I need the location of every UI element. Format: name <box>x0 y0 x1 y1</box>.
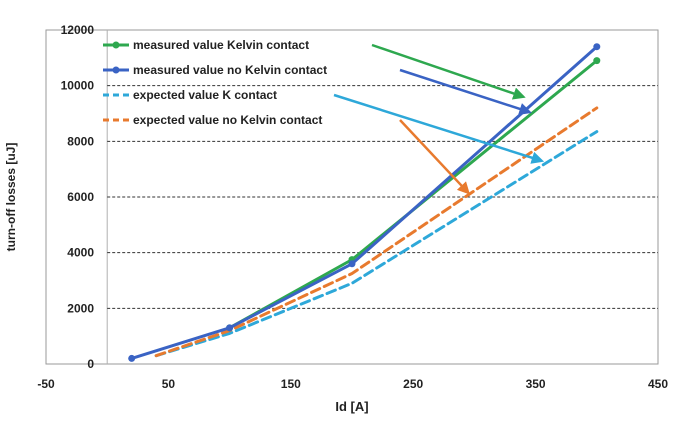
y-tick-label: 4000 <box>67 246 94 260</box>
legend: measured value Kelvin contact measured va… <box>103 38 327 127</box>
x-tick-label: 150 <box>281 377 301 391</box>
grid-layer <box>107 85 658 309</box>
y-tick-label: 12000 <box>61 23 95 37</box>
data-point <box>128 354 136 362</box>
series-layer <box>128 43 601 362</box>
y-tick-label: 6000 <box>67 190 94 204</box>
y-tick-label: 2000 <box>67 301 94 315</box>
x-tick-label: 250 <box>403 377 423 391</box>
legend-label: expected value no Kelvin contact <box>133 113 322 127</box>
legend-marker <box>112 41 120 49</box>
tick-layer: 0 2000 4000 6000 8000 10000 12000 -50 50 150 250 35… <box>37 23 668 391</box>
legend-label: measured value no Kelvin contact <box>133 63 327 77</box>
y-tick-label: 10000 <box>61 79 95 93</box>
legend-label: measured value Kelvin contact <box>133 38 309 52</box>
x-tick-label: -50 <box>37 377 55 391</box>
legend-label: expected value K contact <box>133 88 277 102</box>
annotation-arrow <box>333 93 545 164</box>
data-point <box>348 260 356 268</box>
y-tick-label: 0 <box>87 357 94 371</box>
series-line <box>154 130 599 358</box>
series-line <box>154 106 599 358</box>
x-tick-label: 450 <box>648 377 668 391</box>
data-point <box>593 43 601 51</box>
y-tick-label: 8000 <box>67 134 94 148</box>
x-tick-label: 50 <box>162 377 176 391</box>
data-point <box>593 57 601 65</box>
annotation-arrow <box>371 43 526 100</box>
annotation-arrows <box>333 43 545 195</box>
x-tick-label: 350 <box>526 377 546 391</box>
annotation-arrow <box>399 119 470 195</box>
legend-marker <box>112 66 120 74</box>
series-line <box>130 45 599 360</box>
y-axis-label: turn-off losses [uJ] <box>4 143 18 252</box>
data-point <box>226 324 234 332</box>
annotation-arrow <box>399 68 532 115</box>
x-axis-label: Id [A] <box>335 399 368 414</box>
